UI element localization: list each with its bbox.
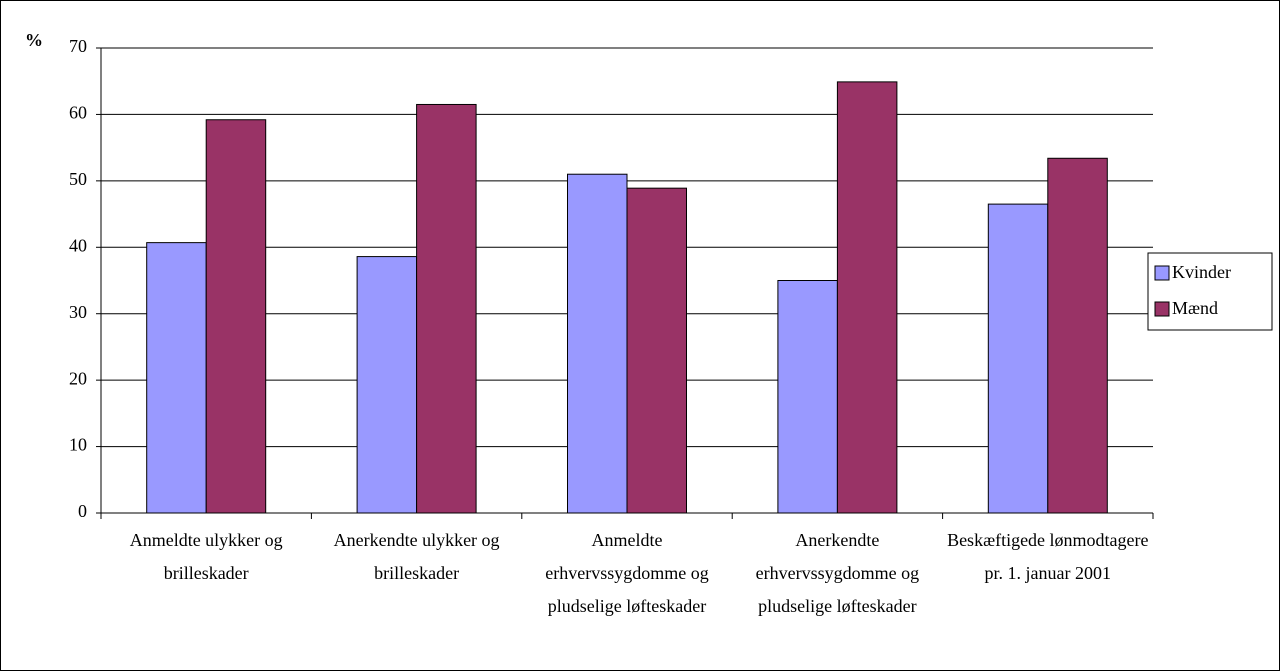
legend-label: Mænd bbox=[1172, 298, 1218, 318]
y-tick-label: 50 bbox=[69, 169, 87, 189]
bar bbox=[987, 203, 1049, 514]
y-tick-label: 20 bbox=[69, 368, 87, 388]
y-tick-label: 30 bbox=[69, 302, 87, 322]
x-tick-label: Anmeldte ulykker og brilleskader bbox=[129, 530, 283, 583]
x-tick-label: Beskæftigede lønmodtagere pr. 1. januar … bbox=[947, 530, 1149, 583]
legend-swatch bbox=[1154, 301, 1170, 317]
bar bbox=[567, 173, 628, 514]
y-tick-label: 0 bbox=[78, 501, 87, 521]
bar bbox=[836, 81, 898, 514]
bar bbox=[777, 280, 838, 514]
x-tick-label-box: Beskæftigede lønmodtagere pr. 1. januar … bbox=[947, 530, 1149, 583]
y-axis-label: % bbox=[25, 30, 43, 50]
bar bbox=[1047, 157, 1108, 514]
bar bbox=[146, 242, 207, 514]
legend-label: Kvinder bbox=[1172, 262, 1231, 282]
x-tick-label: Anerkendte erhvervssygdomme og pludselig… bbox=[755, 530, 920, 616]
y-tick-label: 70 bbox=[69, 36, 87, 56]
x-tick-label: Anerkendte ulykker og brilleskader bbox=[333, 530, 500, 583]
x-tick-label-box: Anmeldte erhvervssygdomme og pludselige … bbox=[545, 530, 709, 616]
x-tick-label-box: Anerkendte ulykker og brilleskader bbox=[333, 530, 500, 583]
y-tick-label: 10 bbox=[69, 435, 87, 455]
legend-swatch bbox=[1154, 265, 1170, 281]
y-tick-label: 60 bbox=[69, 103, 87, 123]
bar bbox=[626, 187, 687, 514]
bar bbox=[205, 119, 267, 514]
bar bbox=[416, 103, 477, 514]
bar bbox=[356, 256, 418, 514]
x-tick-label: Anmeldte erhvervssygdomme og pludselige … bbox=[545, 530, 709, 616]
x-tick-label-box: Anerkendte erhvervssygdomme og pludselig… bbox=[755, 530, 920, 616]
x-tick-label-box: Anmeldte ulykker og brilleskader bbox=[129, 530, 283, 583]
y-tick-label: 40 bbox=[69, 235, 87, 255]
